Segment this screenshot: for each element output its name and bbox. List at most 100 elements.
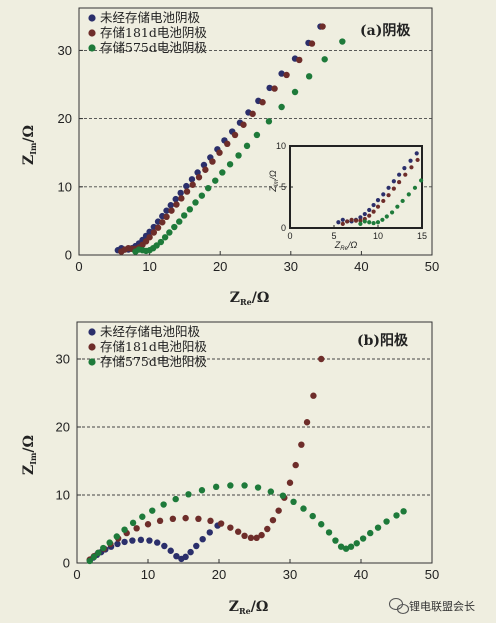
data-point-series-1	[298, 441, 305, 448]
data-point-series-1	[259, 99, 266, 106]
inset-point-series-1	[353, 218, 359, 223]
inset-point-series-1	[375, 204, 381, 209]
data-point-series-1	[286, 479, 294, 486]
data-point-series-0	[114, 540, 121, 548]
data-point-series-0	[172, 195, 179, 203]
x-tick-label: 10	[141, 567, 155, 582]
data-point-series-2	[185, 491, 192, 498]
legend-label: 存储575d电池阳极	[100, 354, 207, 369]
data-point-series-1	[163, 213, 170, 221]
data-point-series-2	[226, 161, 234, 168]
data-point-series-1	[195, 515, 202, 522]
data-point-series-2	[161, 234, 169, 241]
inset-point-series-0	[371, 202, 376, 208]
data-point-series-1	[173, 201, 180, 208]
chart-panel-1: 0 10 20 30 0 10 20 30 40 50 未经存储电池阳极存储181d电池阳极存储57…	[21, 321, 439, 616]
data-point-series-1	[209, 158, 216, 165]
data-point-series-2	[90, 553, 98, 561]
data-point-series-0	[173, 553, 180, 560]
data-point-series-2	[212, 177, 219, 184]
inset-plot: 0 5 10 0 5 10 15 ZRe/Ω ZIm/Ω	[268, 141, 427, 252]
inset-point-series-0	[397, 172, 402, 177]
y-tick-label: 30	[56, 352, 70, 367]
data-point-series-2	[279, 492, 287, 499]
data-point-series-2	[383, 518, 390, 525]
x-axis-title: ZRe/Ω	[230, 290, 270, 307]
data-point-series-2	[86, 557, 93, 565]
data-point-series-2	[318, 521, 325, 528]
inset-point-series-2	[400, 198, 405, 204]
inset-x-tick-label: 10	[373, 231, 383, 241]
x-tick-label: 50	[425, 567, 439, 582]
data-point-series-2	[176, 218, 183, 225]
data-point-series-2	[325, 529, 333, 536]
inset-point-series-0	[408, 158, 413, 163]
data-point-series-1	[310, 392, 317, 399]
data-point-series-2	[290, 498, 297, 505]
plot-frame	[78, 7, 433, 256]
x-tick-label: 0	[73, 567, 80, 582]
data-point-series-1	[202, 166, 209, 173]
inset-point-series-1	[409, 165, 414, 170]
x-tick-label: 20	[212, 567, 226, 582]
data-point-series-2	[172, 495, 179, 503]
data-point-series-1	[224, 140, 231, 148]
data-point-series-1	[240, 121, 247, 128]
data-point-series-2	[300, 505, 307, 512]
inset-point-series-2	[380, 217, 385, 222]
inset-x-title: ZRe/Ω	[334, 240, 358, 252]
data-point-series-2	[186, 206, 194, 213]
y-tick-label: 10	[56, 488, 70, 503]
inset-point-series-1	[367, 213, 372, 218]
data-point-series-2	[393, 512, 400, 519]
legend-marker	[88, 328, 96, 336]
data-point-series-0	[182, 553, 189, 561]
x-axis-title: ZRe/Ω	[229, 599, 269, 616]
data-point-series-2	[359, 535, 367, 542]
data-point-series-2	[129, 519, 137, 527]
legend-marker	[88, 29, 96, 37]
data-point-series-0	[177, 189, 184, 197]
inset-point-series-2	[406, 192, 411, 197]
data-point-series-2	[254, 484, 262, 491]
y-tick-label: 30	[58, 43, 72, 58]
data-point-series-2	[198, 192, 206, 199]
inset-frame	[289, 145, 423, 229]
inset-y-tick-label: 5	[281, 182, 286, 192]
data-point-series-2	[204, 184, 212, 192]
inset-point-series-1	[386, 193, 391, 198]
x-tick-label: 40	[354, 567, 368, 582]
inset-point-series-2	[389, 210, 395, 215]
x-tick-label: 20	[213, 259, 227, 274]
inset-point-series-1	[349, 217, 354, 222]
panel-title: (b)阳极	[357, 332, 409, 349]
wechat-icon	[388, 597, 410, 615]
data-point-series-1	[178, 195, 185, 202]
x-tick-label: 30	[283, 567, 297, 582]
data-point-series-2	[278, 103, 285, 111]
data-point-series-0	[278, 70, 285, 77]
data-point-series-2	[171, 223, 178, 231]
data-point-series-1	[292, 461, 299, 469]
inset-point-series-2	[371, 220, 376, 226]
data-point-series-1	[133, 525, 140, 532]
data-point-series-2	[253, 131, 261, 139]
data-point-series-1	[253, 534, 260, 542]
inset-point-series-0	[386, 185, 391, 190]
inset-point-series-0	[414, 151, 419, 156]
legend-marker	[88, 358, 96, 366]
data-point-series-0	[167, 547, 174, 554]
inset-point-series-2	[367, 220, 372, 225]
data-point-series-2	[400, 508, 407, 515]
data-point-series-0	[183, 182, 190, 190]
data-point-series-0	[199, 536, 206, 543]
data-point-series-1	[150, 229, 158, 236]
inset-point-series-0	[402, 166, 407, 171]
data-point-series-1	[241, 532, 248, 539]
data-point-series-0	[137, 536, 145, 544]
data-point-series-1	[275, 507, 282, 514]
watermark-text: 锂电联盟会长	[409, 599, 475, 613]
y-tick-label: 0	[65, 248, 72, 263]
data-point-series-1	[156, 517, 164, 525]
